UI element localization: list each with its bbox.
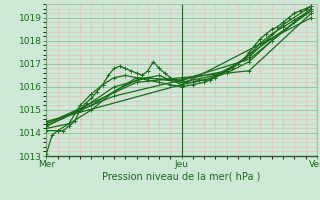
X-axis label: Pression niveau de la mer( hPa ): Pression niveau de la mer( hPa ) bbox=[102, 172, 261, 182]
